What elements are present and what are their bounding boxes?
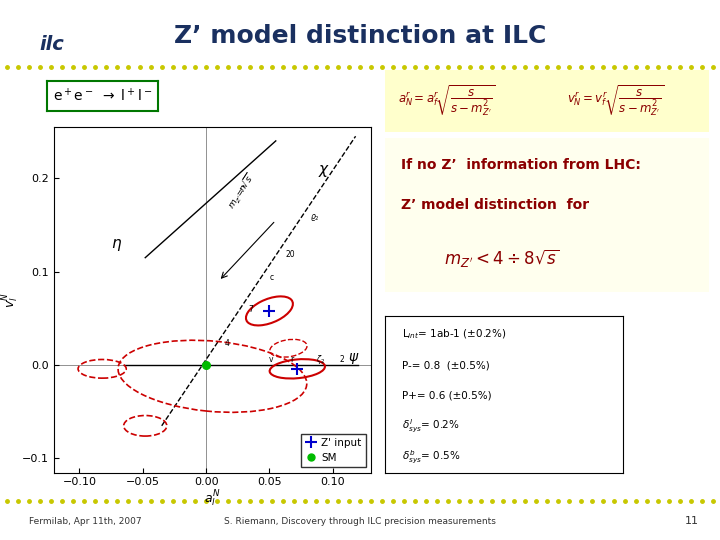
- Text: Fermilab, Apr 11th, 2007: Fermilab, Apr 11th, 2007: [29, 517, 141, 525]
- Text: If no Z’  information from LHC:: If no Z’ information from LHC:: [402, 158, 642, 172]
- Text: $m_{Z'} <4\div 8\sqrt{s}$: $m_{Z'} <4\div 8\sqrt{s}$: [444, 247, 559, 269]
- X-axis label: $a_l^N$: $a_l^N$: [204, 489, 220, 509]
- Text: 11: 11: [685, 516, 698, 526]
- Text: $\psi$: $\psi$: [348, 352, 359, 366]
- Text: Z’ model distinction at ILC: Z’ model distinction at ILC: [174, 24, 546, 48]
- Text: Z’ model distinction  for: Z’ model distinction for: [402, 198, 590, 212]
- Text: P+= 0.6 (±0.5%): P+= 0.6 (±0.5%): [402, 391, 492, 401]
- Text: 4: 4: [225, 340, 230, 348]
- Text: $\zeta_2$: $\zeta_2$: [316, 353, 325, 366]
- Legend: Z' input, SM: Z' input, SM: [302, 434, 366, 467]
- Text: L$_{int}$= 1ab-1 (±0.2%): L$_{int}$= 1ab-1 (±0.2%): [402, 328, 506, 341]
- Text: 20: 20: [285, 249, 294, 259]
- Text: $\delta_{sys}^l$= 0.2%: $\delta_{sys}^l$= 0.2%: [402, 417, 459, 435]
- Text: $\delta_{sys}^b$= 0.5%: $\delta_{sys}^b$= 0.5%: [402, 448, 460, 465]
- Text: e$^+$e$^-$ $\rightarrow$ l$^+$l$^-$: e$^+$e$^-$ $\rightarrow$ l$^+$l$^-$: [53, 87, 152, 105]
- Y-axis label: $v_l^N$: $v_l^N$: [1, 292, 21, 308]
- Text: v: v: [269, 355, 274, 364]
- Text: $\chi$: $\chi$: [318, 163, 330, 179]
- Text: $v_N^r = v_f^r\!\sqrt{\dfrac{s}{s - m_{Z'}^2}}$: $v_N^r = v_f^r\!\sqrt{\dfrac{s}{s - m_{Z…: [567, 84, 664, 118]
- Text: P-= 0.8  (±0.5%): P-= 0.8 (±0.5%): [402, 360, 490, 370]
- Text: r: r: [290, 355, 293, 364]
- Text: S. Riemann, Discovery through ILC precision measurements: S. Riemann, Discovery through ILC precis…: [224, 517, 496, 525]
- Text: $\varrho_2$: $\varrho_2$: [310, 212, 320, 223]
- Text: 2: 2: [339, 355, 344, 364]
- Text: $m_{Z'}\!\!=\!\!n\!\sqrt{s}$: $m_{Z'}\!\!=\!\!n\!\sqrt{s}$: [225, 171, 258, 212]
- Text: ilc: ilc: [40, 35, 64, 54]
- Text: c: c: [269, 273, 274, 282]
- Text: $a_N^r = a_f^r\!\sqrt{\dfrac{s}{s - m_{Z'}^2}}$: $a_N^r = a_f^r\!\sqrt{\dfrac{s}{s - m_{Z…: [398, 84, 496, 118]
- Text: $\eta$: $\eta$: [111, 237, 122, 253]
- Text: 7: 7: [248, 305, 253, 314]
